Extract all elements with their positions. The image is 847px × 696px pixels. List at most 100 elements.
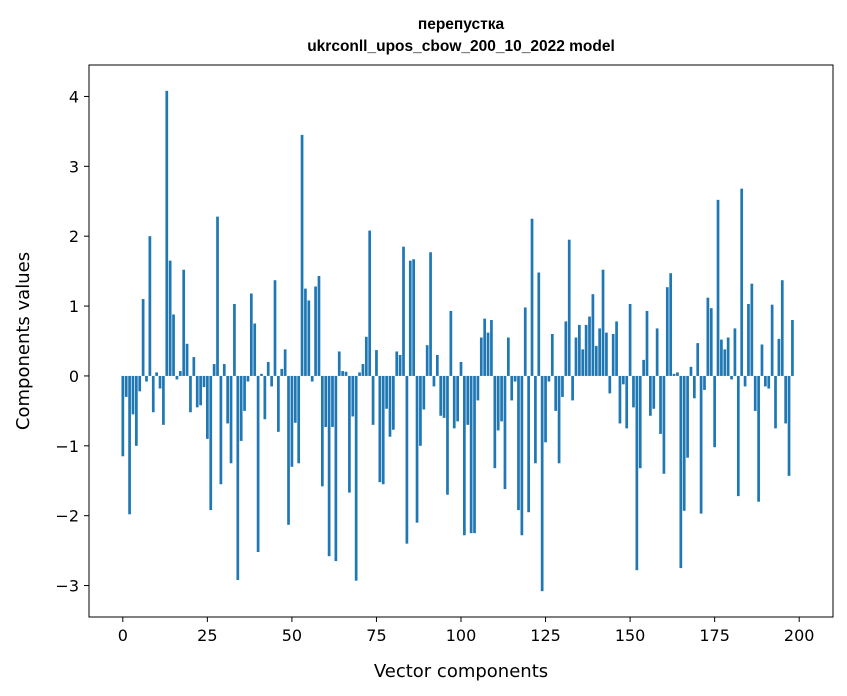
bar: [287, 375, 290, 525]
bar: [578, 324, 581, 376]
bar: [753, 375, 757, 411]
bar: [219, 375, 223, 485]
bar: [263, 375, 267, 420]
bar: [134, 375, 138, 446]
bar: [591, 294, 595, 376]
bar: [537, 272, 541, 376]
bar: [605, 332, 608, 376]
bar: [672, 373, 676, 376]
bar: [314, 286, 317, 376]
bar: [649, 375, 652, 416]
bar: [547, 375, 551, 382]
bar: [567, 239, 571, 376]
bar: [598, 328, 602, 376]
bar: [185, 343, 189, 376]
bar: [520, 375, 524, 536]
bar: [760, 344, 764, 376]
bars-group: [121, 90, 794, 592]
bar: [726, 337, 730, 376]
y-tick-label: −1: [55, 437, 79, 456]
y-tick-label: 0: [69, 367, 79, 386]
x-tick-label: 175: [699, 626, 730, 645]
bar: [709, 308, 713, 376]
bar: [324, 375, 328, 427]
bar: [703, 375, 706, 390]
bar: [168, 260, 172, 376]
bar: [463, 375, 466, 536]
bar: [124, 375, 128, 397]
bar: [239, 375, 243, 441]
bar: [442, 375, 446, 418]
bar: [212, 364, 216, 376]
bar: [530, 218, 534, 376]
bar: [260, 373, 263, 376]
bar: [138, 375, 142, 392]
bar: [733, 328, 737, 376]
x-tick-label: 100: [446, 626, 477, 645]
bar: [429, 252, 432, 376]
bar: [625, 375, 629, 429]
bar: [189, 375, 192, 413]
bar: [422, 375, 426, 410]
bar: [361, 364, 365, 376]
bar: [415, 375, 419, 523]
bar: [192, 357, 196, 376]
bar: [273, 280, 277, 376]
bar: [655, 328, 659, 376]
bar: [574, 337, 578, 376]
bar: [158, 375, 162, 389]
bar: [449, 310, 453, 376]
bar: [151, 375, 155, 413]
bar: [452, 375, 456, 429]
x-tick-label: 150: [615, 626, 646, 645]
bar: [199, 375, 202, 406]
bar: [435, 354, 439, 376]
bar: [503, 375, 507, 490]
bar: [432, 375, 436, 387]
bar: [544, 375, 547, 443]
bar: [618, 375, 622, 424]
bar: [571, 375, 574, 401]
bar: [757, 375, 760, 502]
bar: [473, 375, 476, 534]
bar: [621, 375, 625, 385]
x-tick-label: 0: [118, 626, 128, 645]
bar: [270, 375, 273, 387]
bar: [791, 320, 794, 376]
bar: [611, 334, 615, 376]
bar: [740, 188, 744, 376]
bar: [534, 375, 537, 464]
bar: [178, 371, 182, 376]
y-tick-label: −3: [55, 577, 79, 596]
bar: [331, 375, 334, 427]
bar: [334, 375, 338, 562]
bar: [723, 349, 727, 376]
bar: [419, 375, 422, 446]
bar: [300, 134, 304, 376]
bar: [398, 354, 402, 376]
bar: [770, 304, 774, 376]
y-axis-label: Components values: [13, 252, 34, 430]
bar: [736, 375, 740, 497]
chart-subtitle: ukrconll_upos_cbow_200_10_2022 model: [307, 38, 615, 55]
bar: [128, 375, 131, 515]
bar: [266, 361, 270, 376]
bar: [371, 375, 375, 425]
bar: [317, 276, 321, 376]
bar: [195, 375, 199, 408]
bar: [253, 323, 257, 376]
bar: [659, 375, 662, 434]
bar: [601, 269, 605, 376]
bar: [412, 259, 416, 376]
bar: [408, 260, 412, 376]
bar: [226, 375, 230, 424]
bar: [479, 337, 483, 376]
bar: [483, 318, 487, 376]
bar: [236, 375, 240, 580]
chart-title: перепустка: [418, 16, 505, 33]
bar: [564, 321, 568, 376]
x-axis-label: Vector components: [374, 661, 548, 682]
bar: [469, 375, 473, 534]
bar: [632, 375, 635, 408]
